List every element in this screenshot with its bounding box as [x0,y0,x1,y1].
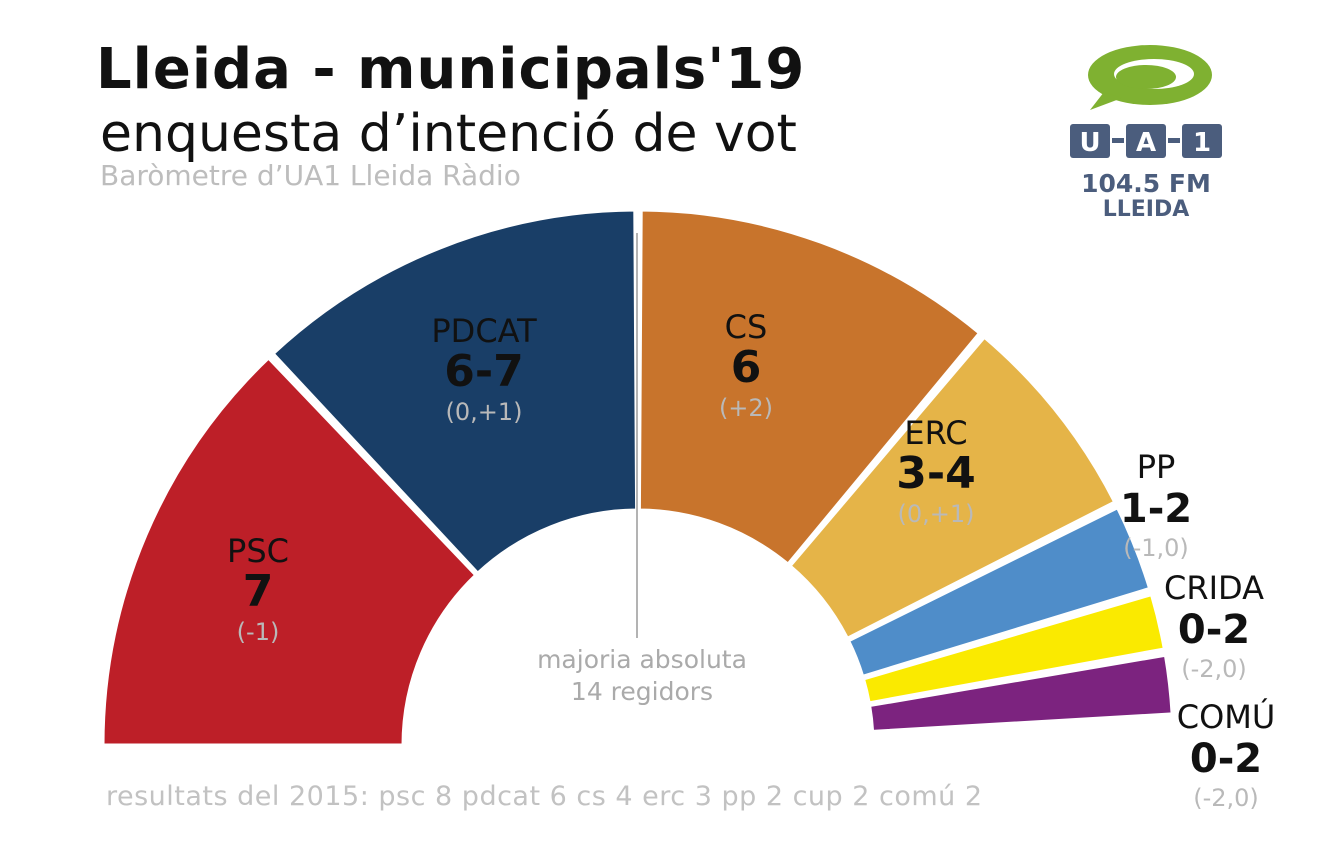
segment-crida [861,592,1167,705]
party-name-erc: ERC [904,414,967,452]
previous-results-list: psc 8 pdcat 6 cs 4 erc 3 pp 2 cup 2 comú… [378,781,983,812]
party-seats-crida: 0-2 [1178,607,1250,653]
logo-letter-u: U [1079,128,1100,158]
logo-box-1 [1182,124,1222,158]
majority-label-line-1: majoria absoluta [537,645,747,674]
party-labels: PSC7(-1)PDCAT6-7(0,+1)CS6(+2)ERC3-4(0,+1… [227,308,1275,812]
logo-box-a [1126,124,1166,158]
logo-letter-a: A [1136,128,1156,158]
party-name-cs: CS [725,308,768,346]
party-seats-pdcat: 6-7 [444,346,524,397]
party-change-pdcat: (0,+1) [445,398,522,426]
logo-dash-1 [1112,138,1124,143]
chart-title: Lleida - municipals'19 [96,37,806,102]
seat-segments [101,208,1174,747]
logo-city: LLEIDA [1103,197,1190,222]
speech-bubble-icon [1088,45,1212,110]
logo-dash-2 [1168,138,1180,143]
majority-label-line-2: 14 regidors [571,677,713,706]
party-change-comú: (-2,0) [1193,784,1259,812]
party-change-pp: (-1,0) [1123,534,1189,562]
chart-source: Baròmetre d’UA1 Lleida Ràdio [100,159,521,192]
party-name-comú: COMÚ [1177,697,1276,736]
party-seats-comú: 0-2 [1190,736,1262,782]
logo-frequency: 104.5 FM [1081,169,1211,198]
party-change-crida: (-2,0) [1181,655,1247,683]
party-change-cs: (+2) [719,394,773,422]
segment-pp [846,505,1152,679]
party-name-pp: PP [1137,448,1176,486]
chart-subtitle: enquesta d’intenció de vot [100,104,797,164]
segment-psc [101,355,478,747]
party-seats-erc: 3-4 [896,448,976,499]
segment-pdcat [271,208,639,576]
party-name-pdcat: PDCAT [431,312,537,350]
segment-comú [867,653,1174,733]
logo-letter-1: 1 [1193,128,1211,158]
ua1-logo-graphic: U A 1 104.5 FM LLEIDA [1070,45,1222,222]
party-seats-cs: 6 [731,342,762,393]
party-seats-psc: 7 [243,566,274,617]
ua1-radio-logo: U A 1 104.5 FM LLEIDA [1064,40,1234,222]
segment-erc [788,335,1117,641]
previous-results-footer: resultats del 2015: psc 8 pdcat 6 cs 4 e… [106,781,983,812]
party-change-erc: (0,+1) [897,500,974,528]
previous-results-label: resultats del 2015: [106,781,370,812]
segment-cs [637,208,982,567]
party-name-crida: CRIDA [1164,569,1264,607]
logo-box-u [1070,124,1110,158]
party-name-psc: PSC [227,532,289,570]
party-change-psc: (-1) [237,618,280,646]
party-seats-pp: 1-2 [1120,486,1192,532]
